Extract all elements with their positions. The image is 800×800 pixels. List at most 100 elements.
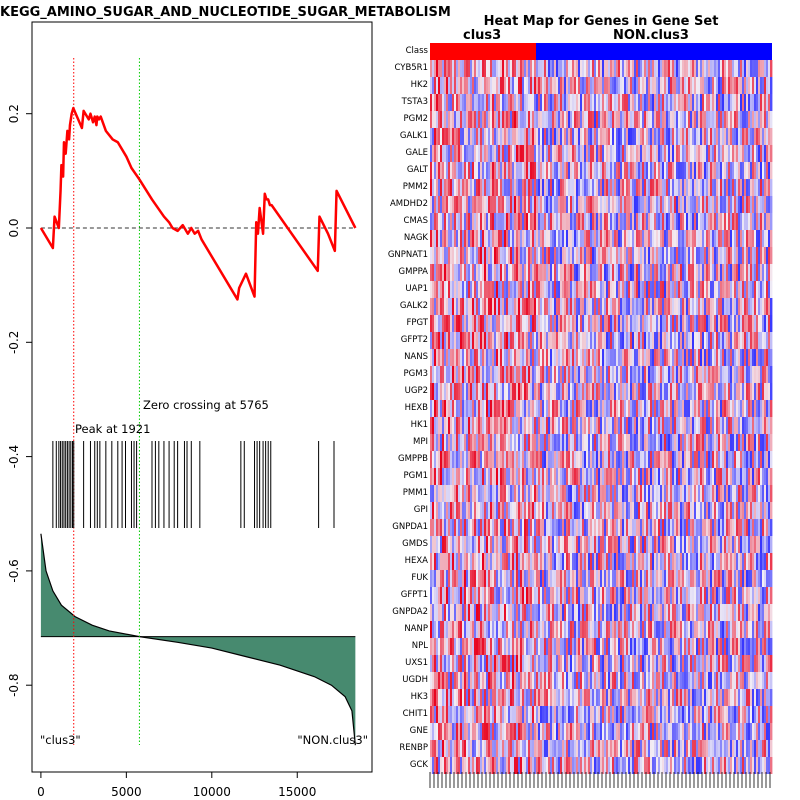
heatmap-cell [544, 77, 547, 94]
heatmap-cell [554, 145, 557, 162]
heatmap-cell [706, 383, 709, 400]
heatmap-cell [582, 77, 585, 94]
heatmap-cell [544, 145, 547, 162]
heatmap-cell [510, 77, 513, 94]
heatmap-cell [468, 145, 471, 162]
heatmap-cell [604, 128, 607, 145]
heatmap-cell [704, 196, 707, 213]
heatmap-cell [444, 519, 447, 536]
heatmap-cell [726, 417, 729, 434]
heatmap-cell [602, 451, 605, 468]
heatmap-cell [574, 247, 577, 264]
heatmap-cell [550, 145, 553, 162]
heatmap-cell [690, 162, 693, 179]
heatmap-cell [694, 349, 697, 366]
heatmap-cell [508, 247, 511, 264]
heatmap-cell [702, 417, 705, 434]
heatmap-cell [610, 230, 613, 247]
heatmap-cell [476, 196, 479, 213]
heatmap-cell [714, 213, 717, 230]
heatmap-cell [630, 77, 633, 94]
heatmap-cell [666, 315, 669, 332]
heatmap-cell [584, 383, 587, 400]
heatmap-cell [750, 128, 753, 145]
heatmap-cell [648, 162, 651, 179]
heatmap-cell [438, 230, 441, 247]
heatmap-cell [560, 485, 563, 502]
heatmap-cell [640, 468, 643, 485]
heatmap-cell [762, 502, 765, 519]
heatmap-cell [712, 145, 715, 162]
heatmap-cell [580, 281, 583, 298]
heatmap-cell [498, 94, 501, 111]
heatmap-cell [766, 281, 769, 298]
heatmap-cell [522, 94, 525, 111]
heatmap-cell [644, 451, 647, 468]
heatmap-cell [478, 366, 481, 383]
heatmap-cell [744, 315, 747, 332]
heatmap-cell [452, 536, 455, 553]
heatmap-cell [484, 145, 487, 162]
heatmap-cell [634, 502, 637, 519]
heatmap-cell [540, 111, 543, 128]
heatmap-cell [618, 298, 621, 315]
heatmap-cell [460, 111, 463, 128]
heatmap-cell [618, 451, 621, 468]
heatmap-cell [722, 162, 725, 179]
heatmap-cell [594, 94, 597, 111]
heatmap-cell [540, 230, 543, 247]
heatmap-cell [528, 315, 531, 332]
heatmap-cell [468, 196, 471, 213]
heatmap-cell [638, 264, 641, 281]
heatmap-cell [564, 264, 567, 281]
heatmap-cell [458, 332, 461, 349]
heatmap-cell [638, 468, 641, 485]
heatmap-cell [450, 213, 453, 230]
heatmap-cell [610, 281, 613, 298]
heatmap-cell [624, 281, 627, 298]
heatmap-cell [562, 366, 565, 383]
heatmap-cell [456, 383, 459, 400]
heatmap-cell [598, 77, 601, 94]
heatmap-cell [430, 281, 433, 298]
heatmap-cell [534, 247, 537, 264]
heatmap-cell [558, 94, 561, 111]
heatmap-cell [682, 349, 685, 366]
heatmap-cell [522, 536, 525, 553]
heatmap-cell [548, 485, 551, 502]
heatmap-cell [616, 519, 619, 536]
heatmap-cell [724, 383, 727, 400]
heatmap-cell [544, 281, 547, 298]
heatmap-cell [760, 519, 763, 536]
heatmap-cell [546, 536, 549, 553]
heatmap-cell [642, 502, 645, 519]
heatmap-cell [722, 519, 725, 536]
heatmap-cell [458, 298, 461, 315]
heatmap-cell [494, 230, 497, 247]
heatmap-cell [610, 111, 613, 128]
heatmap-cell [640, 417, 643, 434]
heatmap-cell [518, 332, 521, 349]
heatmap-cell [490, 315, 493, 332]
heatmap-cell [658, 179, 661, 196]
heatmap-cell [576, 400, 579, 417]
heatmap-cell [536, 60, 539, 77]
heatmap-cell [464, 417, 467, 434]
heatmap-cell [712, 111, 715, 128]
heatmap-cell [512, 264, 515, 281]
heatmap-cell [448, 196, 451, 213]
heatmap-cell [644, 536, 647, 553]
heatmap-cell [676, 349, 679, 366]
heatmap-cell [566, 179, 569, 196]
heatmap-cell [636, 332, 639, 349]
heatmap-cell [754, 247, 757, 264]
heatmap-cell [690, 128, 693, 145]
heatmap-cell [534, 383, 537, 400]
heatmap-cell [516, 536, 519, 553]
heatmap-cell [450, 383, 453, 400]
heatmap-cell [514, 264, 517, 281]
heatmap-cell [524, 451, 527, 468]
heatmap-cell [536, 383, 539, 400]
heatmap-cell [594, 536, 597, 553]
heatmap-cell [712, 213, 715, 230]
